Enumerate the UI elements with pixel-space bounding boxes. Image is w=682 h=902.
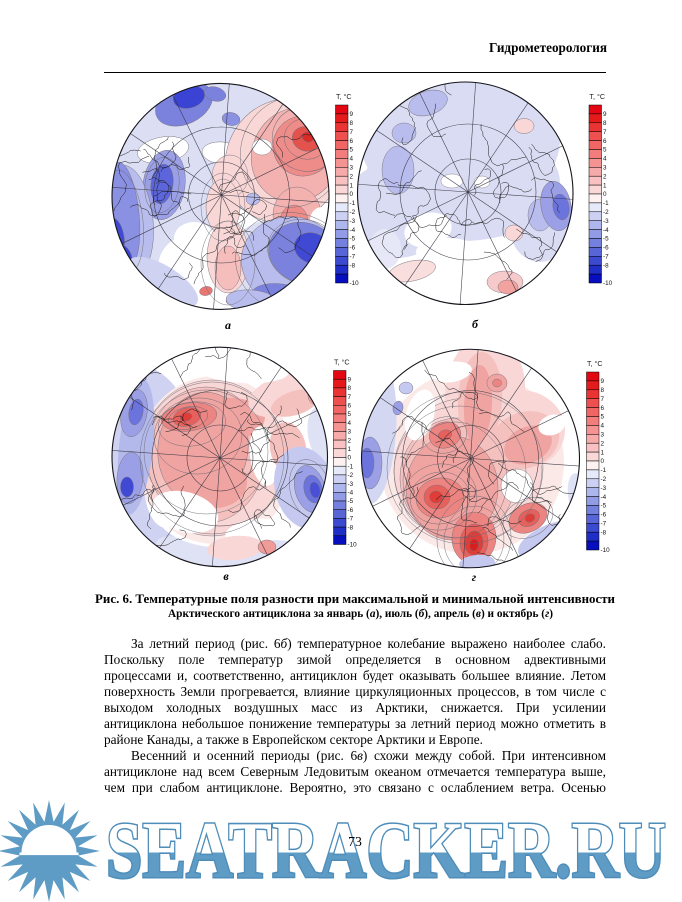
svg-text:2: 2 [603,173,607,180]
svg-text:6: 6 [601,405,605,412]
svg-text:Т, °С: Т, °С [334,358,350,367]
svg-text:0: 0 [601,458,605,465]
svg-text:-1: -1 [601,467,607,474]
svg-text:0: 0 [350,191,354,198]
svg-text:9: 9 [350,111,354,118]
svg-text:-3: -3 [348,481,354,488]
svg-text:-2: -2 [348,472,354,479]
svg-text:4: 4 [348,420,352,427]
svg-text:-6: -6 [603,245,609,252]
svg-text:-4: -4 [601,494,607,501]
svg-text:-2: -2 [350,209,356,216]
svg-text:5: 5 [601,414,605,421]
svg-text:2: 2 [601,440,605,447]
svg-text:-7: -7 [348,516,354,523]
svg-text:6: 6 [348,403,352,410]
svg-text:-7: -7 [350,254,356,261]
svg-text:3: 3 [603,165,607,172]
svg-text:-1: -1 [348,463,354,470]
svg-text:4: 4 [603,156,607,163]
svg-text:-7: -7 [603,254,609,261]
svg-text:9: 9 [603,111,607,118]
svg-text:6: 6 [603,138,607,145]
svg-text:1: 1 [603,182,607,189]
svg-text:-7: -7 [601,521,607,528]
svg-text:0: 0 [603,191,607,198]
svg-text:-6: -6 [601,512,607,519]
svg-text:-4: -4 [350,227,356,234]
svg-text:3: 3 [350,165,354,172]
svg-text:1: 1 [350,182,354,189]
svg-text:-5: -5 [601,503,607,510]
svg-text:2: 2 [348,437,352,444]
svg-text:7: 7 [603,129,607,136]
svg-text:5: 5 [603,147,607,154]
svg-text:1: 1 [601,449,605,456]
svg-text:7: 7 [348,394,352,401]
svg-text:4: 4 [350,156,354,163]
svg-text:-1: -1 [603,200,609,207]
svg-text:Т, °С: Т, °С [336,92,352,101]
svg-text:-3: -3 [350,218,356,225]
svg-text:6: 6 [350,138,354,145]
svg-text:-5: -5 [603,236,609,243]
svg-text:-10: -10 [350,280,360,287]
svg-text:9: 9 [348,376,352,383]
svg-text:3: 3 [601,432,605,439]
svg-text:-3: -3 [603,218,609,225]
svg-text:2: 2 [350,173,354,180]
svg-text:5: 5 [348,411,352,418]
svg-text:-2: -2 [601,476,607,483]
svg-text:-5: -5 [350,236,356,243]
svg-text:-8: -8 [350,262,356,269]
svg-text:-8: -8 [603,262,609,269]
svg-text:7: 7 [350,129,354,136]
svg-text:3: 3 [348,429,352,436]
svg-text:5: 5 [350,147,354,154]
svg-text:-8: -8 [348,524,354,531]
svg-text:-5: -5 [348,498,354,505]
svg-text:8: 8 [603,120,607,127]
svg-text:-3: -3 [601,485,607,492]
svg-text:SEATRACKER.RU: SEATRACKER.RU [106,807,666,895]
svg-text:-10: -10 [348,542,358,549]
svg-text:Т, °С: Т, °С [587,359,603,368]
svg-text:0: 0 [348,455,352,462]
svg-text:-4: -4 [348,490,354,497]
svg-text:-6: -6 [350,245,356,252]
svg-text:9: 9 [601,378,605,385]
svg-text:-8: -8 [601,529,607,536]
svg-text:-6: -6 [348,507,354,514]
svg-text:7: 7 [601,396,605,403]
svg-text:-1: -1 [350,200,356,207]
svg-text:-10: -10 [601,547,611,554]
svg-text:-4: -4 [603,227,609,234]
svg-text:8: 8 [350,120,354,127]
svg-text:Т, °С: Т, °С [589,92,605,101]
svg-text:1: 1 [348,446,352,453]
svg-text:-10: -10 [603,280,613,287]
svg-text:8: 8 [601,387,605,394]
svg-text:-2: -2 [603,209,609,216]
svg-text:4: 4 [601,423,605,430]
svg-text:8: 8 [348,385,352,392]
